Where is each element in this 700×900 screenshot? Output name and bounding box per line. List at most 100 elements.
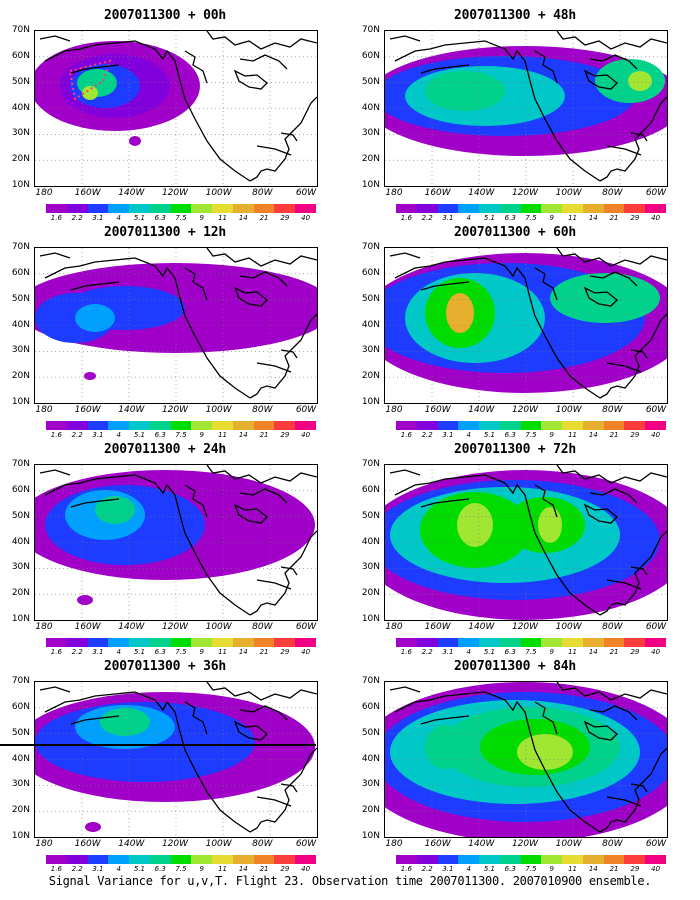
variance-contour [100,708,150,736]
map-svg [385,248,667,403]
colorbar-swatch [191,421,213,430]
y-tick-label: 70N [11,25,30,35]
colorbar-swatch [129,855,150,864]
variance-contour [446,293,474,333]
x-tick-label: 180 [385,188,403,198]
coastline [583,720,618,741]
x-tick-label: 160W [424,188,451,198]
variance-contour [425,725,465,769]
coastline [44,40,251,182]
map-panel-84h: 2007011300 + 84h 70N 60N 50N 40N 30N 20N 10N 180… [350,659,680,874]
colorbar-label: 6.3 [504,865,516,873]
x-tick-label: 180 [35,405,53,415]
colorbar-swatch [170,204,192,213]
colorbar-label: 7.5 [525,648,537,656]
y-tick-label: 30N [361,562,380,573]
y-tick-label: 30N [11,128,30,139]
colorbar-label: 40 [301,214,311,222]
variance-contour [84,372,96,380]
coastline [389,686,421,693]
x-tick-label: 160W [424,622,451,632]
y-tick-label: 10N [361,397,380,407]
colorbar-label: 5.1 [133,214,146,222]
colorbar-label: 7.5 [175,648,187,656]
colorbar-swatch [582,855,604,864]
colorbar-swatch [149,204,171,213]
coastline [589,705,638,721]
y-tick-label: 50N [11,76,30,87]
colorbar-swatch [624,421,646,430]
colorbar-label: 4 [466,648,471,656]
y-tick-label: 70N [11,676,30,686]
y-tick-label: 40N [11,536,30,547]
colorbar-label: 3.1 [442,431,454,439]
coastline [599,747,667,833]
x-tick-label: 140W [468,405,495,415]
coastline [556,248,667,267]
x-tick-label: 100W [205,405,232,415]
coastline [606,579,642,590]
colorbar-label: 5.1 [483,214,496,222]
map-panel-24h: 2007011300 + 24h 70N 60N 50N 40N 30N 20N 10N 180… [0,442,330,657]
colorbar-label: 1.6 [50,648,62,656]
colorbar-swatch [520,855,542,864]
map-panel-12h: 2007011300 + 12h 70N 60N 50N 40N 30N 20N 10N 180… [0,225,330,440]
colorbar-label: 29 [280,865,290,873]
colorbar-label: 14 [588,214,598,222]
colorbar-swatch [170,421,192,430]
map-area [384,464,668,621]
y-tick-label: 70N [361,242,380,252]
coastline [249,747,317,833]
coastline [389,252,421,259]
x-tick-label: 60W [645,622,667,632]
colorbar-swatch [87,204,109,213]
colorbar-label: 40 [651,431,661,439]
map-svg [35,682,317,837]
colorbar-swatch [295,204,316,213]
variance-contour [82,86,98,100]
coastline [239,705,288,721]
y-tick-label: 60N [11,267,30,278]
colorbar-label: 6.3 [154,648,166,656]
colorbar-label: 11 [218,214,227,222]
colorbar-label: 3.1 [92,648,104,656]
colorbar-swatch [295,421,316,430]
colorbar-swatch [437,421,459,430]
coastline [44,691,251,833]
coastline [184,50,208,84]
colorbar-swatch [603,204,625,213]
y-tick-label: 60N [361,267,380,278]
colorbar-label: 4 [466,431,471,439]
x-tick-label: 140W [118,405,145,415]
y-tick-label: 60N [11,484,30,495]
panel-title: 2007011300 + 72h [453,442,577,457]
panel-title: 2007011300 + 84h [453,659,577,674]
colorbar-label: 9 [549,431,554,439]
colorbar-label: 21 [609,214,619,222]
colorbar-swatch [129,421,150,430]
y-tick-label: 30N [11,779,30,790]
colorbar-swatch [46,204,67,213]
coastline [606,796,642,807]
colorbar-label: 14 [588,865,598,873]
colorbar-swatch [541,638,563,647]
colorbar-label: 21 [259,214,269,222]
coastline [70,498,120,508]
colorbar-swatch [562,855,583,864]
coastline [70,281,120,291]
x-tick-label: 80W [602,839,623,849]
x-tick-label: 140W [118,839,145,849]
x-tick-label: 180 [385,405,403,415]
colorbar-label: 21 [609,431,619,439]
coastline [394,474,601,616]
x-tick-label: 60W [295,405,317,415]
coastline [206,31,317,50]
colorbar-label: 11 [568,648,577,656]
coastline [589,271,638,287]
coastline [394,257,601,399]
colorbar-swatch [170,855,192,864]
x-tick-label: 140W [118,188,145,198]
colorbar [396,421,666,430]
coastline [233,503,268,524]
colorbar-label: 11 [568,865,577,873]
